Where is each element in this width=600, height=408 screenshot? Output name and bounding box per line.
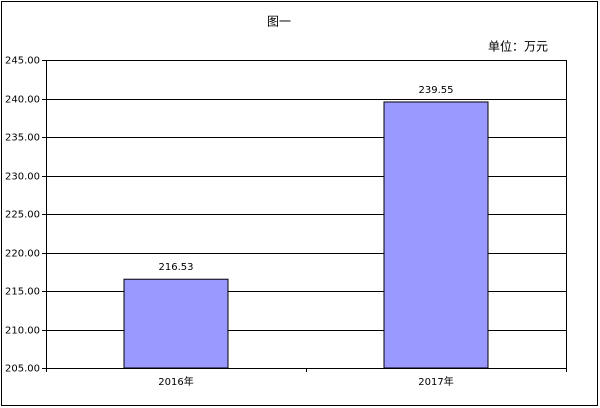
x-tick-label: 2016年 (158, 375, 193, 388)
y-tick-label: 240.00 (5, 95, 40, 106)
chart-title: 图一 (267, 15, 291, 29)
bar (383, 101, 489, 369)
y-tick-label: 215.00 (5, 287, 40, 298)
y-tick-label: 235.00 (5, 133, 40, 144)
y-tick-label: 245.00 (5, 56, 40, 67)
y-tick-label: 225.00 (5, 210, 40, 221)
y-tick-label: 205.00 (5, 364, 40, 375)
y-tick-label: 230.00 (5, 172, 40, 183)
x-tick-label: 2017年 (418, 375, 453, 388)
bar (123, 278, 229, 369)
value-label: 239.55 (419, 85, 454, 96)
y-tick-label: 220.00 (5, 249, 40, 260)
unit-annotation: 单位：万元 (488, 39, 548, 54)
y-tick-label: 210.00 (5, 326, 40, 337)
value-label: 216.53 (159, 262, 194, 273)
